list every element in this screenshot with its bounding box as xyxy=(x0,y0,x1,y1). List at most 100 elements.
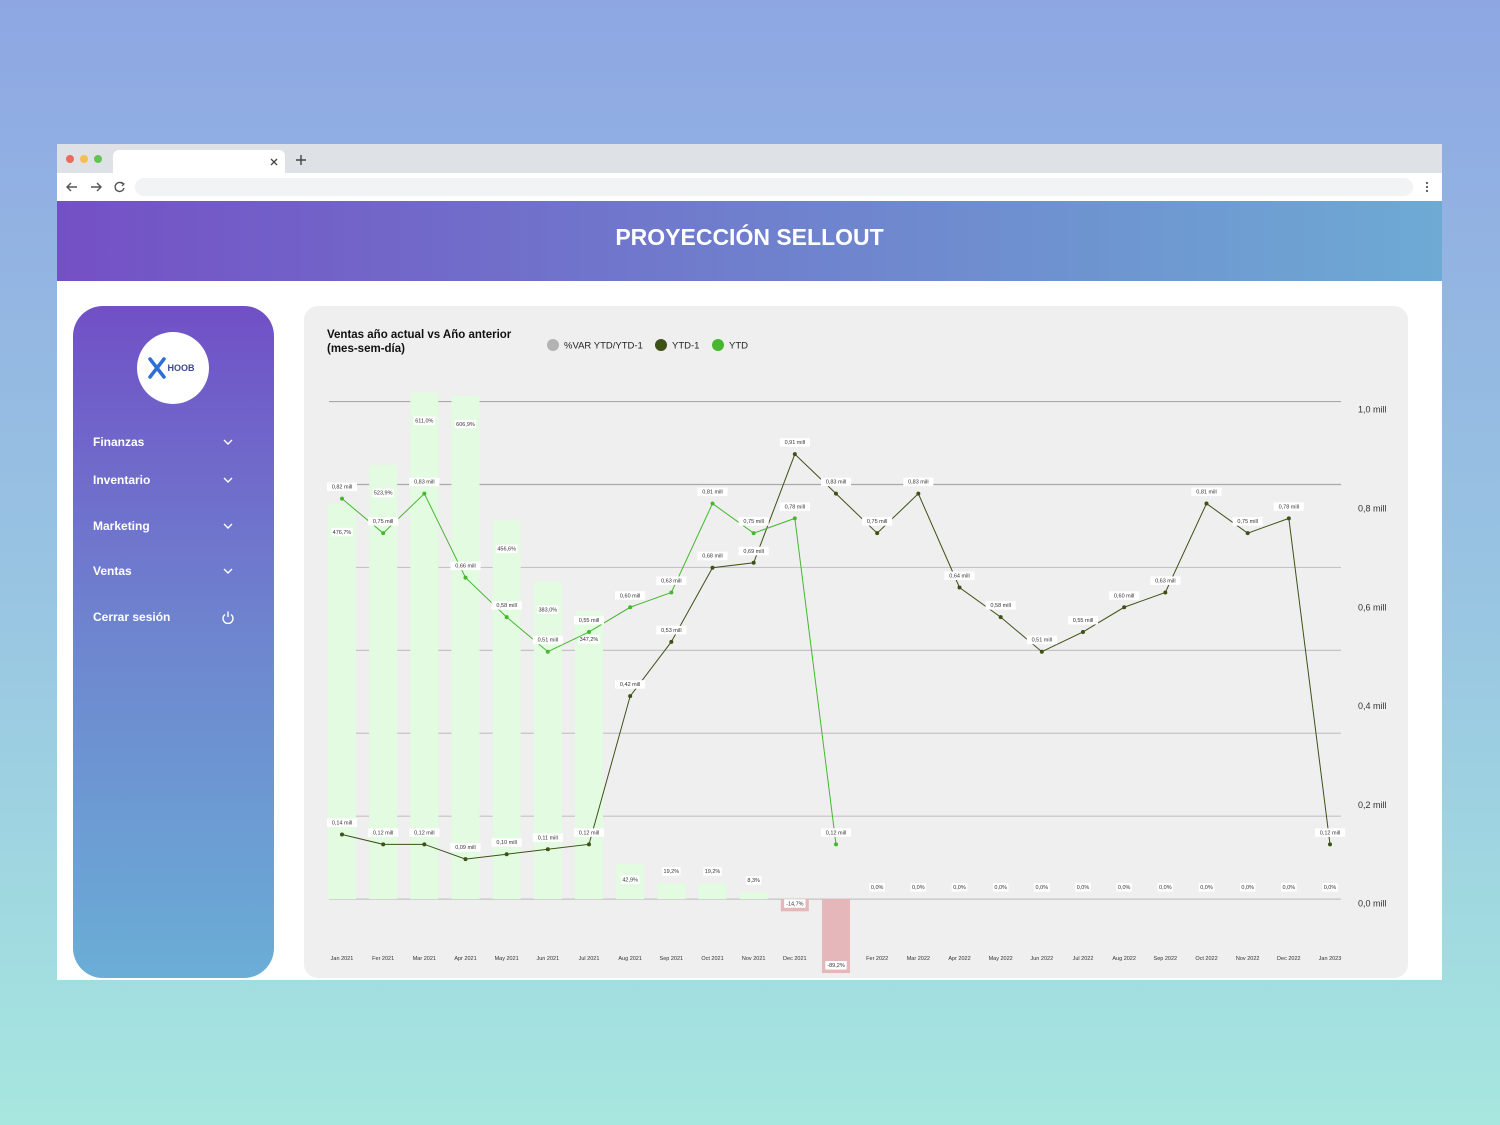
data-label: 0,69 mill xyxy=(743,549,763,555)
data-label-bg xyxy=(326,818,358,827)
data-label-bg xyxy=(825,961,847,970)
data-label: 0,12 mill xyxy=(1320,830,1340,836)
line-point xyxy=(875,531,880,536)
x-tick-label: Jan 2021 xyxy=(331,956,354,962)
menu-item[interactable]: Cerrar sesión xyxy=(93,610,171,624)
x-tick-label: Sep 2022 xyxy=(1154,956,1178,962)
data-label: 0,78 mill xyxy=(1279,504,1299,510)
line-point xyxy=(463,575,468,580)
data-label-bg xyxy=(820,477,852,487)
data-label-bg xyxy=(1314,828,1346,837)
new-tab[interactable] xyxy=(295,154,307,166)
line xyxy=(341,453,1331,860)
x-tick-label: Mar 2021 xyxy=(413,956,436,962)
browser-tab[interactable] xyxy=(113,150,285,174)
legend-swatch xyxy=(712,339,724,351)
data-label-bg xyxy=(491,838,522,847)
data-label: 0,75 mill xyxy=(1237,519,1257,525)
x-tick-label: Jun 2022 xyxy=(1031,956,1054,962)
data-label: 0,60 mill xyxy=(620,593,640,599)
data-label-bg xyxy=(951,883,968,892)
x-tick-label: Mar 2022 xyxy=(907,956,930,962)
line-point xyxy=(422,491,427,496)
data-label-bg xyxy=(495,544,518,553)
power-icon[interactable] xyxy=(221,610,235,624)
data-label-bg xyxy=(450,561,481,571)
data-label: 0,64 mill xyxy=(949,574,969,580)
menu-item[interactable]: Finanzas xyxy=(93,435,145,449)
data-label-bg xyxy=(615,680,646,689)
legend-label: YTD xyxy=(729,341,748,352)
minimize-dot[interactable] xyxy=(80,155,88,163)
line-point xyxy=(545,847,550,852)
bar xyxy=(698,883,727,900)
menu-item[interactable]: Inventario xyxy=(93,473,151,487)
data-label-bg xyxy=(578,635,600,644)
data-label: 0,55 mill xyxy=(1073,618,1093,624)
line-point xyxy=(504,615,509,620)
chart-panel: Ventas año actual vs Año anterior (mes-s… xyxy=(304,306,1408,978)
data-label-bg xyxy=(620,875,640,884)
data-label: 0,58 mill xyxy=(990,603,1010,609)
data-label-bg xyxy=(1232,517,1263,526)
line-point xyxy=(628,605,633,610)
x-tick-label: Apr 2021 xyxy=(454,956,476,962)
chevron-icon[interactable] xyxy=(221,564,235,578)
menu-item[interactable]: Ventas xyxy=(93,564,132,578)
data-label: 8,3% xyxy=(747,878,760,884)
data-label-bg xyxy=(1281,883,1297,892)
data-label-bg xyxy=(1239,883,1256,892)
bar xyxy=(575,611,603,900)
line-point xyxy=(1081,629,1085,634)
menu-dots[interactable] xyxy=(1423,180,1431,194)
data-label-bg xyxy=(1198,883,1215,892)
data-label-bg xyxy=(992,883,1009,892)
chevron-icon[interactable] xyxy=(221,519,235,533)
data-label: 0,12 mill xyxy=(414,830,434,836)
data-label: 0,75 mill xyxy=(373,519,393,525)
chevron-icon[interactable] xyxy=(221,435,235,449)
line-point xyxy=(998,615,1003,620)
line-point xyxy=(628,694,633,699)
data-label: 42,9% xyxy=(622,877,638,883)
data-label: 0,91 mill xyxy=(785,440,805,446)
line-point xyxy=(381,842,386,847)
data-label: 0,0% xyxy=(1118,885,1131,891)
line-point xyxy=(669,639,674,644)
tab-close[interactable] xyxy=(269,157,279,167)
bar xyxy=(657,883,686,900)
data-label-bg xyxy=(1067,615,1099,625)
x-tick-label: Nov 2021 xyxy=(742,956,766,962)
chevron-icon[interactable] xyxy=(221,473,235,487)
data-label-bg xyxy=(862,517,893,526)
x-tick-label: Dec 2021 xyxy=(783,956,807,962)
data-label-bg xyxy=(662,867,681,876)
bar xyxy=(533,581,562,900)
data-label: 19,2% xyxy=(705,869,721,875)
data-label: 0,63 mill xyxy=(1155,578,1175,584)
y2-tick-label: 0,6 mill xyxy=(1358,602,1387,612)
menu-item[interactable]: Marketing xyxy=(93,519,150,533)
line-point xyxy=(834,491,838,496)
bar xyxy=(492,520,521,900)
y2-tick-label: 1,0 mill xyxy=(1358,405,1387,415)
data-label: 476,7% xyxy=(333,530,352,536)
address-bar[interactable] xyxy=(135,178,1413,196)
data-label-bg xyxy=(1150,576,1181,585)
nav-buttons[interactable] xyxy=(65,179,135,195)
x-tick-label: Oct 2021 xyxy=(701,956,723,962)
data-label-bg xyxy=(697,487,728,497)
logo[interactable]: HOOB xyxy=(137,332,209,404)
line-point xyxy=(916,491,921,496)
data-label-bg xyxy=(409,477,440,487)
x-tick-label: Fer 2022 xyxy=(866,956,888,962)
logo-icon xyxy=(148,357,166,379)
data-label-bg xyxy=(573,828,605,837)
data-label: 0,10 mill xyxy=(496,840,516,846)
page-header: PROYECCIÓN SELLOUT xyxy=(57,201,1442,281)
bar xyxy=(739,892,768,900)
maximize-dot[interactable] xyxy=(94,155,102,163)
x-tick-label: Aug 2021 xyxy=(618,956,642,962)
close-dot[interactable] xyxy=(66,155,74,163)
data-label: 0,83 mill xyxy=(414,480,434,486)
